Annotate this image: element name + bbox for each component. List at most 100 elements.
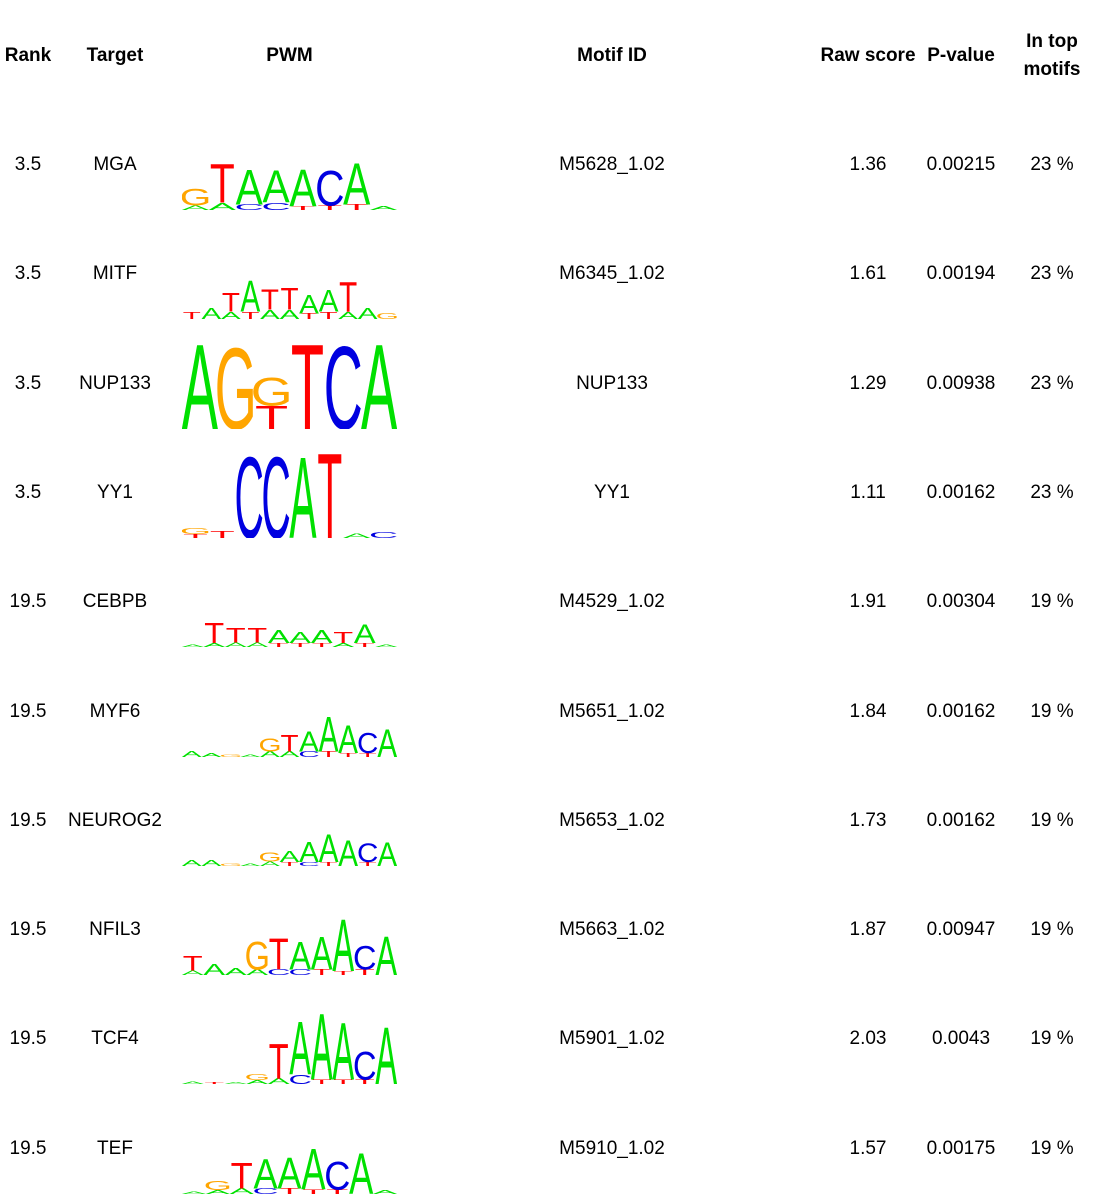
logo-letter-T: T [300, 312, 318, 319]
logo-letter-G: G [182, 527, 211, 536]
logo-letter-T: T [333, 1078, 353, 1084]
logo-letter-T: T [247, 623, 267, 647]
header-pvalue: P-value [927, 45, 995, 66]
logo-letter-A: A [203, 642, 225, 647]
motif-id-cell: M4529_1.02 [559, 591, 665, 613]
logo-letter-A: A [361, 329, 397, 429]
logo-letter-T: T [291, 205, 316, 210]
logo-letter-A: A [280, 749, 300, 756]
logo-letter-T: T [210, 529, 235, 538]
pwm-logo-svg: A AT AT AT TA TA TA AT TA A [182, 617, 397, 648]
logo-letter-A: A [241, 862, 262, 865]
logo-letter-T: T [255, 398, 288, 428]
logo-letter-A: A [201, 306, 221, 319]
logo-letter-A: A [225, 966, 248, 975]
logo-letter-A: A [338, 718, 358, 757]
logo-letter-T: T [241, 310, 260, 319]
logo-letter-T: T [183, 533, 208, 538]
logo-letter-T: T [291, 329, 324, 429]
logo-letter-A: A [254, 1150, 279, 1193]
logo-letter-T: T [355, 1078, 375, 1084]
rank-cell: 19.5 [9, 919, 47, 941]
in-top-cell: 19 % [1030, 1028, 1074, 1050]
logo-letter-T: T [355, 642, 375, 647]
logo-letter-A: A [203, 961, 226, 975]
logo-letter-A: A [370, 205, 397, 210]
logo-letter-A: A [289, 438, 316, 538]
motif-id-cell: M5651_1.02 [559, 700, 665, 722]
target-cell: TEF [97, 1137, 133, 1159]
logo-letter-A: A [373, 1189, 397, 1193]
logo-letter-A: A [338, 310, 358, 319]
logo-letter-C: C [369, 531, 397, 538]
logo-letter-T: T [280, 861, 298, 866]
rank-cell: 3.5 [14, 154, 42, 175]
logo-letter-T: T [278, 1186, 300, 1193]
pvalue-cell: 0.00215 [926, 154, 996, 175]
logo-letter-T: T [204, 1082, 224, 1084]
header-raw-score: Raw score [820, 45, 916, 66]
logo-letter-A: A [225, 641, 247, 647]
pvalue-cell: 0.00162 [926, 809, 996, 831]
logo-letter-A: A [246, 968, 268, 975]
logo-letter-T: T [317, 204, 342, 210]
logo-letter-A: A [182, 749, 202, 756]
logo-letter-A: A [241, 273, 261, 320]
header-in-top-line2: motifs [1023, 59, 1081, 80]
logo-letter-A: A [182, 1081, 204, 1085]
logo-letter-A: A [182, 644, 204, 648]
logo-letter-A: A [262, 162, 289, 210]
logo-letter-A: A [332, 1007, 354, 1084]
logo-letter-A: A [268, 1078, 290, 1085]
target-cell: NFIL3 [89, 919, 141, 941]
logo-letter-A: A [377, 835, 397, 866]
logo-letter-T: T [320, 861, 338, 866]
header-target: Target [86, 45, 144, 66]
logo-letter-C: C [267, 968, 291, 975]
rank-cell: 19.5 [9, 809, 47, 831]
raw-score-cell: 1.91 [849, 591, 887, 613]
motif-id-cell: M5901_1.02 [559, 1028, 665, 1050]
logo-letter-T: T [326, 1188, 348, 1194]
logo-letter-A: A [349, 1142, 374, 1194]
logo-letter-A: A [182, 858, 202, 865]
logo-letter-T: T [222, 288, 240, 317]
logo-letter-C: C [234, 438, 263, 538]
logo-letter-G: G [219, 862, 242, 865]
logo-letter-T: T [333, 630, 353, 647]
logo-letter-A: A [241, 753, 262, 756]
logo-letter-T: T [312, 642, 332, 647]
target-cell: MGA [93, 154, 137, 175]
raw-score-cell: 1.36 [849, 154, 887, 175]
rank-cell: 3.5 [14, 481, 42, 503]
logo-letter-A: A [319, 706, 339, 757]
logo-letter-G: G [219, 753, 242, 756]
rank-cell: 19.5 [9, 1137, 47, 1159]
logo-letter-T: T [280, 730, 298, 757]
logo-letter-A: A [354, 620, 376, 647]
logo-letter-A: A [280, 849, 300, 866]
logo-letter-G: G [245, 933, 270, 975]
raw-score-cell: 2.03 [849, 1028, 887, 1050]
logo-letter-A: A [182, 1190, 207, 1193]
logo-letter-C: C [353, 940, 377, 975]
logo-letter-C: C [288, 1073, 312, 1084]
in-top-cell: 19 % [1030, 591, 1074, 613]
logo-letter-C: C [357, 838, 378, 865]
logo-letter-A: A [201, 858, 221, 865]
logo-letter-A: A [201, 752, 222, 757]
pvalue-cell: 0.00938 [926, 372, 996, 394]
in-top-cell: 23 % [1030, 481, 1074, 503]
in-top-cell: 23 % [1030, 154, 1074, 175]
logo-letter-G: G [182, 185, 211, 210]
logo-letter-T: T [204, 617, 224, 647]
logo-letter-T: T [317, 438, 342, 538]
logo-letter-A: A [260, 749, 280, 756]
logo-letter-C: C [324, 1154, 350, 1193]
